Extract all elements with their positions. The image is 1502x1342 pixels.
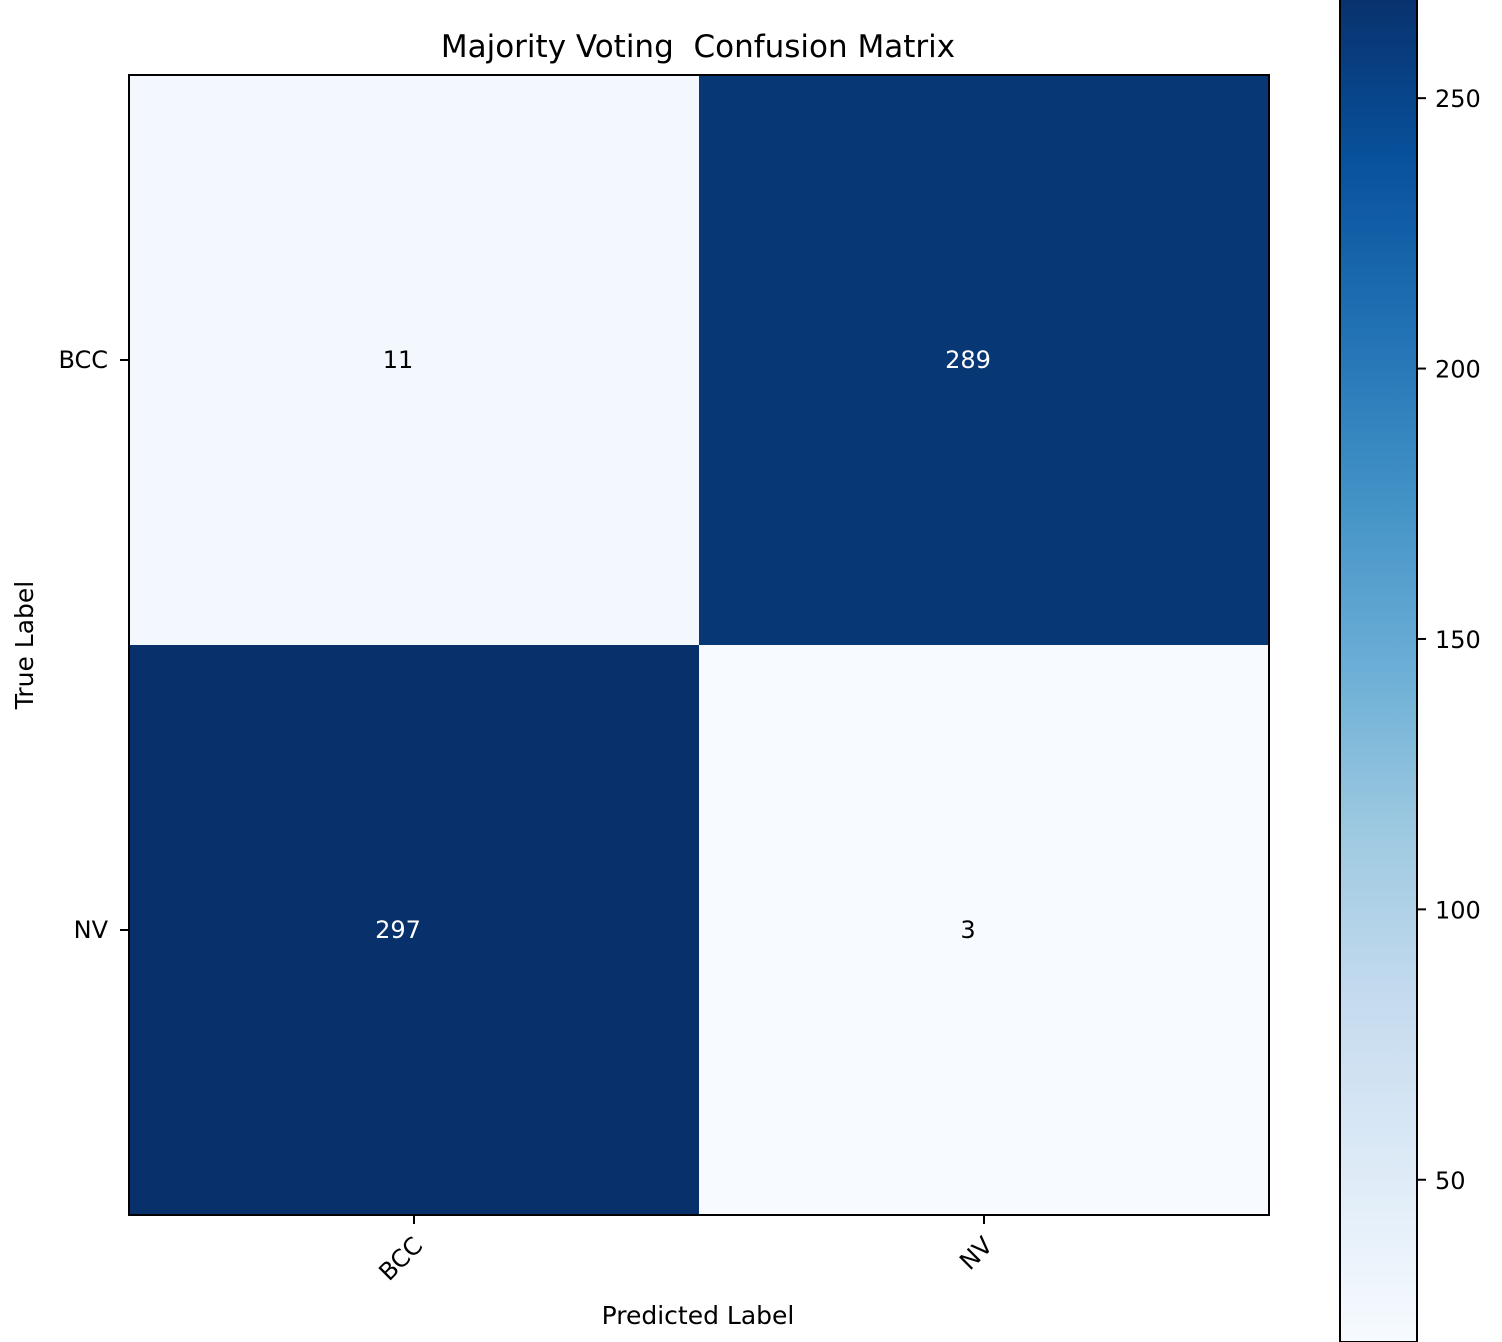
cell-value-labels: 11 289 297 3 — [375, 346, 991, 944]
heatmap-cell-0-0 — [129, 75, 699, 645]
colorbar-ticks: 50 100 150 200 250 — [1417, 85, 1481, 1195]
x-tick-label-1: NV — [954, 1231, 999, 1276]
heatmap-cell-1-0 — [129, 645, 699, 1215]
colorbar-tick-label-0: 50 — [1435, 1167, 1466, 1195]
x-axis-label: Predicted Label — [602, 1301, 795, 1330]
cell-value-label-1-0: 297 — [375, 916, 421, 944]
y-axis-ticks: BCC NV — [58, 346, 129, 944]
colorbar-tick-label-3: 200 — [1435, 356, 1481, 384]
heatmap-cells — [129, 75, 1269, 1215]
heatmap-cell-0-1 — [699, 75, 1269, 645]
cell-value-label-1-1: 3 — [960, 916, 975, 944]
plot-frame — [128, 74, 1270, 1216]
colorbar-tick-label-1: 100 — [1435, 896, 1481, 924]
y-axis-label: True Label — [10, 581, 39, 711]
cell-value-label-0-0: 11 — [383, 346, 414, 374]
x-tick-label-0: BCC — [373, 1231, 428, 1286]
cell-value-label-0-1: 289 — [945, 346, 991, 374]
colorbar — [1339, 0, 1418, 1342]
colorbar-tick-label-4: 250 — [1435, 85, 1481, 113]
y-tick-label-0: BCC — [58, 346, 108, 374]
y-tick-label-1: NV — [74, 916, 109, 944]
chart-title: Majority Voting Confusion Matrix — [441, 29, 955, 65]
heatmap-cell-1-1 — [699, 645, 1269, 1215]
x-axis-ticks: BCC NV — [373, 1215, 999, 1286]
colorbar-tick-label-2: 150 — [1435, 626, 1481, 654]
